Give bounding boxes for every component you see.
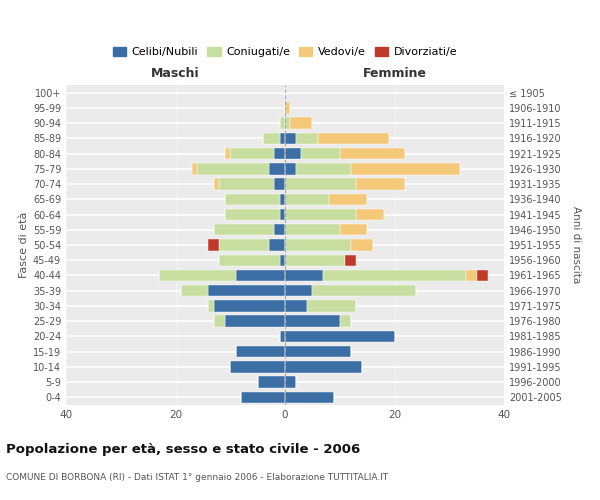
Bar bbox=[285, 316, 340, 327]
Bar bbox=[285, 300, 307, 312]
Bar bbox=[307, 300, 356, 312]
Bar bbox=[208, 300, 214, 312]
Bar bbox=[236, 270, 285, 281]
Bar bbox=[301, 148, 340, 160]
Bar bbox=[323, 270, 466, 281]
Bar bbox=[230, 361, 285, 372]
Bar bbox=[285, 209, 356, 220]
Bar bbox=[274, 178, 285, 190]
Bar bbox=[340, 316, 350, 327]
Bar bbox=[280, 132, 285, 144]
Bar bbox=[225, 148, 230, 160]
Bar bbox=[285, 376, 296, 388]
Bar bbox=[296, 163, 350, 174]
Bar bbox=[159, 270, 236, 281]
Bar bbox=[280, 330, 285, 342]
Bar bbox=[296, 132, 318, 144]
Bar bbox=[285, 194, 329, 205]
Bar bbox=[285, 118, 290, 129]
Bar bbox=[225, 316, 285, 327]
Bar bbox=[208, 285, 285, 296]
Bar bbox=[274, 224, 285, 235]
Bar bbox=[318, 132, 389, 144]
Bar bbox=[280, 194, 285, 205]
Bar bbox=[340, 148, 406, 160]
Bar bbox=[285, 178, 356, 190]
Bar bbox=[356, 209, 383, 220]
Bar bbox=[280, 254, 285, 266]
Bar bbox=[350, 163, 460, 174]
Bar bbox=[290, 118, 313, 129]
Bar bbox=[356, 178, 406, 190]
Bar bbox=[280, 118, 285, 129]
Text: Popolazione per età, sesso e stato civile - 2006: Popolazione per età, sesso e stato civil… bbox=[6, 442, 360, 456]
Bar bbox=[313, 285, 416, 296]
Bar bbox=[225, 194, 280, 205]
Bar bbox=[285, 148, 301, 160]
Bar bbox=[476, 270, 488, 281]
Bar bbox=[219, 254, 280, 266]
Bar bbox=[220, 178, 274, 190]
Bar bbox=[285, 254, 345, 266]
Bar bbox=[263, 132, 280, 144]
Text: Maschi: Maschi bbox=[151, 68, 200, 80]
Bar bbox=[345, 254, 356, 266]
Bar bbox=[340, 224, 367, 235]
Bar bbox=[466, 270, 476, 281]
Bar bbox=[269, 240, 285, 250]
Bar bbox=[269, 163, 285, 174]
Bar bbox=[285, 163, 296, 174]
Bar bbox=[214, 224, 274, 235]
Bar bbox=[236, 346, 285, 358]
Text: Femmine: Femmine bbox=[362, 68, 427, 80]
Bar bbox=[230, 148, 274, 160]
Bar bbox=[241, 392, 285, 403]
Bar bbox=[214, 178, 220, 190]
Text: COMUNE DI BORBONA (RI) - Dati ISTAT 1° gennaio 2006 - Elaborazione TUTTITALIA.IT: COMUNE DI BORBONA (RI) - Dati ISTAT 1° g… bbox=[6, 472, 388, 482]
Bar bbox=[350, 240, 373, 250]
Y-axis label: Fasce di età: Fasce di età bbox=[19, 212, 29, 278]
Bar bbox=[181, 285, 208, 296]
Bar bbox=[280, 209, 285, 220]
Bar bbox=[285, 392, 334, 403]
Bar bbox=[285, 285, 313, 296]
Bar bbox=[285, 224, 340, 235]
Legend: Celibi/Nubili, Coniugati/e, Vedovi/e, Divorziati/e: Celibi/Nubili, Coniugati/e, Vedovi/e, Di… bbox=[109, 42, 461, 62]
Bar bbox=[274, 148, 285, 160]
Y-axis label: Anni di nascita: Anni di nascita bbox=[571, 206, 581, 284]
Bar bbox=[257, 376, 285, 388]
Bar bbox=[197, 163, 269, 174]
Bar bbox=[220, 240, 269, 250]
Bar bbox=[285, 240, 350, 250]
Bar bbox=[285, 330, 395, 342]
Bar bbox=[225, 209, 280, 220]
Bar bbox=[285, 346, 350, 358]
Bar bbox=[285, 270, 323, 281]
Bar bbox=[214, 316, 225, 327]
Bar bbox=[208, 240, 220, 250]
Bar bbox=[192, 163, 197, 174]
Bar bbox=[285, 361, 362, 372]
Bar bbox=[285, 102, 290, 114]
Bar bbox=[329, 194, 367, 205]
Bar bbox=[214, 300, 285, 312]
Bar bbox=[285, 132, 296, 144]
